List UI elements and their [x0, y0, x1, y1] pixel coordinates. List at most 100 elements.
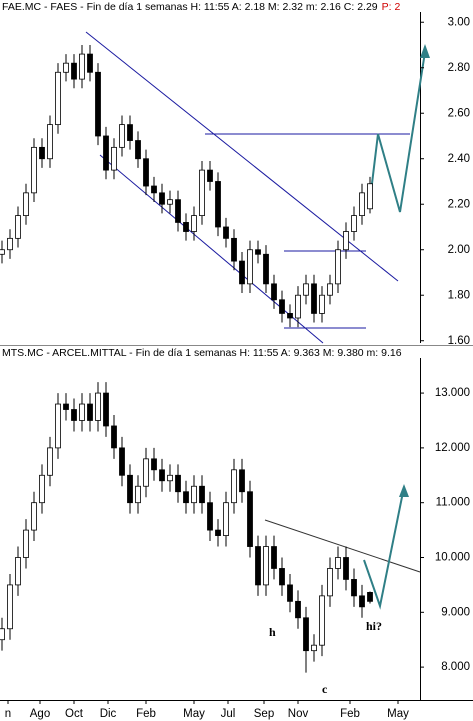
candle-body	[135, 485, 141, 504]
panel-title: FAE.MC - FAES - Fin de día 1 semanas H: …	[2, 1, 378, 13]
candle-body	[295, 294, 301, 319]
candle-body	[71, 62, 77, 80]
candle-body	[239, 260, 245, 285]
candle-body	[279, 568, 285, 586]
candle-body	[295, 600, 301, 619]
x-tick-label: Feb	[340, 708, 360, 720]
candle-body	[0, 249, 5, 255]
candle-body	[167, 474, 173, 482]
x-tick-label: Nov	[288, 708, 309, 720]
projection-arrow	[369, 51, 426, 213]
y-tick-label: 2.20	[448, 198, 470, 210]
candle-body	[7, 237, 13, 251]
candle-body	[55, 403, 61, 449]
candle-body	[135, 140, 141, 160]
candle-body	[287, 584, 293, 602]
candle-body	[239, 469, 245, 493]
candle-body	[151, 458, 157, 471]
y-tick-label: 1.60	[448, 335, 470, 347]
candle-body	[343, 557, 349, 580]
candle-body	[167, 199, 173, 205]
y-tick-label: 2.40	[448, 153, 470, 165]
x-tick-label: Feb	[136, 708, 156, 720]
candle-body	[359, 595, 365, 608]
candle-body	[159, 469, 165, 482]
candle-body	[343, 231, 349, 251]
candle-body	[263, 546, 269, 586]
candle-body	[0, 628, 5, 641]
y-tick-label: 11.000	[436, 497, 470, 509]
candle-body	[271, 283, 277, 301]
x-tick-label: Dic	[100, 708, 117, 720]
y-tick-label: 12.000	[435, 442, 470, 454]
candle-body	[335, 557, 341, 569]
candle-body	[271, 546, 277, 569]
candle-body	[223, 502, 229, 536]
trend-line	[264, 519, 421, 573]
candle-body	[255, 249, 261, 255]
candle-body	[71, 409, 77, 421]
candle-body	[247, 491, 253, 547]
candle-body	[191, 485, 197, 504]
candle-body	[143, 158, 149, 187]
candle-body	[47, 124, 53, 160]
candle-body	[23, 529, 29, 558]
candle-body	[359, 192, 365, 217]
annotation: h	[269, 625, 276, 639]
candle-body	[303, 617, 309, 652]
annotation: c	[322, 682, 328, 696]
candle-body	[199, 169, 205, 217]
candle-body	[119, 124, 125, 148]
candle-body	[327, 568, 333, 597]
candle-body	[111, 425, 117, 449]
candle-body	[319, 595, 325, 646]
x-tick-label: May	[387, 708, 409, 720]
y-tick-label: 1.80	[448, 289, 470, 301]
panel-title-extra: P: 2	[382, 1, 401, 13]
candle-body	[255, 546, 261, 586]
candle-body	[175, 474, 181, 493]
candle-body	[127, 124, 133, 141]
y-tick-label: 10.000	[435, 552, 470, 564]
candle-body	[263, 253, 269, 285]
y-tick-label: 9.000	[441, 606, 470, 618]
candle-body	[327, 283, 333, 296]
candle-body	[103, 135, 109, 171]
candle-body	[95, 71, 101, 137]
candle-body	[87, 403, 93, 421]
candle-body	[199, 485, 205, 504]
candle-body	[279, 299, 285, 314]
projection-arrow	[363, 491, 404, 610]
candle-body	[31, 502, 37, 531]
candle-body	[319, 294, 325, 314]
candle-body	[335, 249, 341, 285]
candle-body	[351, 579, 357, 597]
candle-body	[175, 199, 181, 223]
candle-body	[159, 192, 165, 205]
y-tick-label: 8.000	[441, 661, 470, 673]
channel-lower	[99, 154, 324, 344]
candle-body	[351, 215, 357, 232]
y-tick-label: 2.00	[448, 244, 470, 256]
candle-body	[287, 313, 293, 319]
x-tick-label: n	[5, 708, 11, 720]
candle-body	[231, 237, 237, 262]
candle-body	[303, 283, 309, 296]
candle-body	[23, 192, 29, 217]
candle-body	[111, 146, 117, 171]
y-tick-label: 13.000	[435, 387, 470, 399]
candle-body	[15, 557, 21, 586]
candle-body	[47, 447, 53, 476]
candle-body	[311, 283, 317, 314]
candle-body	[55, 71, 61, 126]
candle-body	[191, 215, 197, 232]
x-tick-label: Sep	[254, 708, 274, 720]
candle-body	[79, 53, 85, 80]
candle-body	[103, 392, 109, 427]
x-tick-label: Oct	[65, 708, 84, 720]
candle-body	[7, 584, 13, 630]
candle-body	[367, 592, 373, 602]
candle-body	[223, 226, 229, 239]
